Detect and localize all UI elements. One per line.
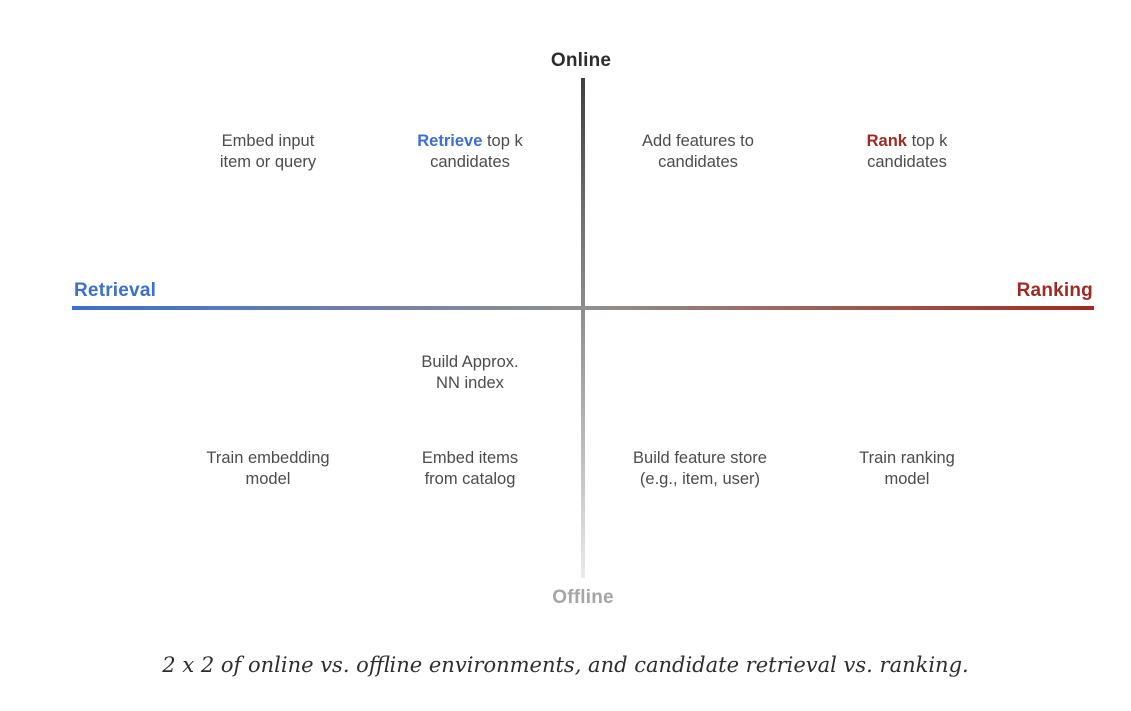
retrieve-highlight: Retrieve <box>417 132 483 150</box>
rank-highlight: Rank <box>866 132 907 150</box>
cell-line: Retrieve top k <box>417 131 522 152</box>
cell-line: candidates <box>658 153 738 171</box>
cell-train-embedding-model: Train embedding model <box>206 448 329 490</box>
cell-build-feature-store: Build feature store (e.g., item, user) <box>633 448 767 490</box>
cell-retrieve-top-k: Retrieve top k candidates <box>417 131 522 173</box>
online-axis-label: Online <box>550 50 612 71</box>
cell-line: (e.g., item, user) <box>639 470 761 488</box>
vertical-axis-line <box>581 78 585 578</box>
cell-line: Train embedding <box>206 449 330 467</box>
horizontal-axis-line <box>72 306 1094 310</box>
cell-line: model <box>245 470 291 488</box>
cell-line: Add features to <box>642 132 754 150</box>
cell-add-features: Add features to candidates <box>642 131 754 173</box>
cell-rank-top-k: Rank top k candidates <box>867 131 948 173</box>
cell-line-rest: top k <box>482 132 523 150</box>
cell-line: candidates <box>430 153 510 171</box>
cell-line-rest: top k <box>907 132 948 150</box>
cell-embed-items-catalog: Embed items from catalog <box>422 448 518 490</box>
cell-line: Build Approx. <box>421 353 519 371</box>
figure-caption: 2 x 2 of online vs. offline environments… <box>162 653 969 677</box>
cell-embed-input: Embed input item or query <box>220 131 316 173</box>
cell-build-ann-index: Build Approx. NN index <box>421 352 518 394</box>
cell-line: Rank top k <box>867 131 948 152</box>
cell-line: Embed items <box>421 449 519 467</box>
retrieval-axis-label: Retrieval <box>74 280 157 301</box>
cell-line: item or query <box>219 153 317 171</box>
cell-line: from catalog <box>424 470 516 488</box>
ranking-axis-label: Ranking <box>1016 280 1093 301</box>
cell-train-ranking-model: Train ranking model <box>859 448 955 490</box>
cell-line: Embed input <box>221 132 315 150</box>
cell-line: Build feature store <box>633 449 767 467</box>
cell-line: candidates <box>867 153 947 171</box>
cell-line: NN index <box>436 374 504 392</box>
offline-axis-label: Offline <box>552 587 614 608</box>
cell-line: Train ranking <box>859 449 955 467</box>
cell-line: model <box>884 470 930 488</box>
